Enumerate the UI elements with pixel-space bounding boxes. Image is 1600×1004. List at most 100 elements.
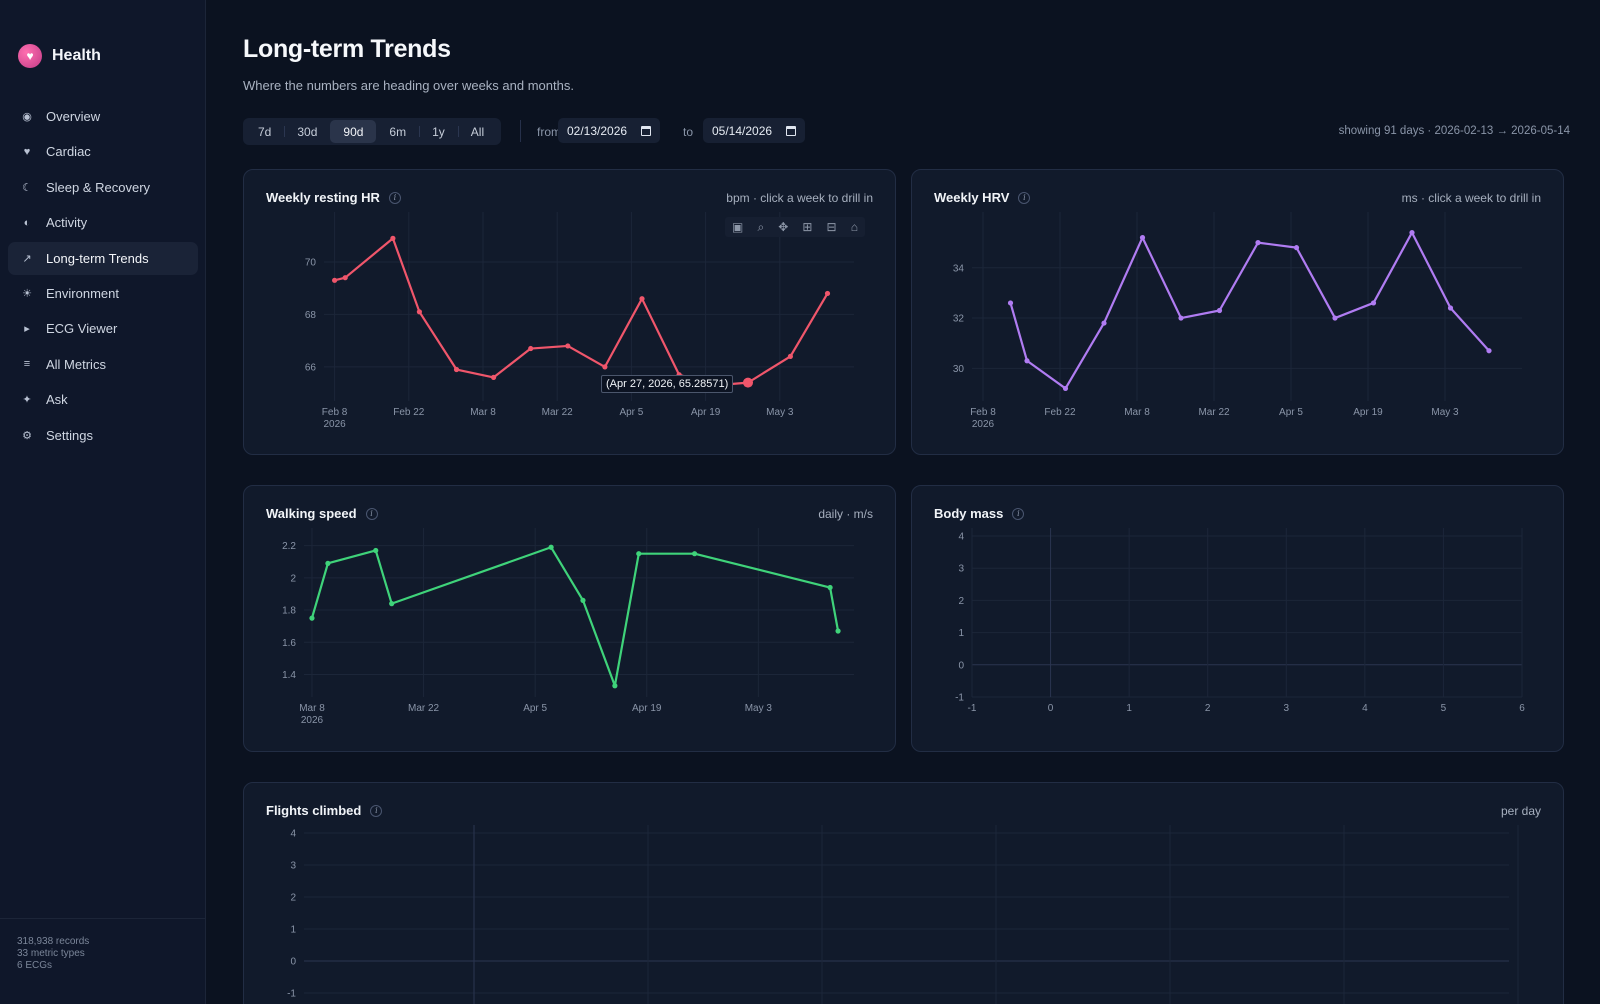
sidebar-item-environment[interactable]: ☀ Environment	[8, 277, 198, 310]
zoom-in-icon[interactable]: ⊞	[802, 220, 813, 234]
range-button-90d[interactable]: 90d	[330, 120, 377, 143]
info-icon[interactable]: i	[365, 507, 378, 520]
sidebar-item-long-term-trends[interactable]: ↗ Long-term Trends	[8, 241, 198, 275]
data-point[interactable]	[691, 551, 698, 557]
range-button-30d[interactable]: 30d	[284, 120, 330, 143]
data-point[interactable]	[416, 309, 422, 315]
data-point[interactable]	[1101, 320, 1107, 326]
home-icon[interactable]: ⌂	[850, 220, 858, 234]
zoom-icon[interactable]: ⌕	[757, 219, 765, 234]
data-point[interactable]	[1409, 229, 1415, 236]
zoom-out-icon[interactable]: ⊟	[826, 220, 837, 234]
x-tick-label: May 3	[745, 703, 773, 714]
sidebar-item-cardiac[interactable]: ♥ Cardiac	[8, 135, 198, 168]
metric-types-count: 33 metric types	[17, 948, 85, 959]
data-point[interactable]	[602, 364, 608, 370]
sidebar-item-label: Ask	[46, 392, 68, 408]
data-point[interactable]	[787, 353, 794, 360]
data-point[interactable]	[835, 628, 841, 634]
filter-divider	[520, 120, 521, 142]
calendar-icon[interactable]	[786, 125, 796, 136]
data-point[interactable]	[1024, 358, 1030, 364]
brand[interactable]: ♥ Health	[18, 44, 101, 68]
data-point[interactable]	[389, 601, 395, 607]
y-tick-label: 1.8	[282, 606, 296, 617]
data-point[interactable]	[309, 615, 315, 621]
y-tick-label: 2	[290, 893, 296, 904]
info-icon[interactable]: i	[1012, 507, 1025, 520]
info-icon[interactable]: i	[1018, 191, 1031, 204]
info-icon[interactable]: i	[370, 804, 383, 817]
y-tick-label: 66	[305, 362, 317, 373]
sidebar-item-overview[interactable]: ◉ Overview	[8, 100, 198, 133]
from-date-input[interactable]: 02/13/2026	[558, 118, 660, 143]
range-button-6m[interactable]: 6m	[389, 124, 407, 139]
data-point[interactable]	[1139, 234, 1146, 241]
data-point[interactable]	[1255, 240, 1261, 246]
x-tick-label: Apr 19	[691, 407, 721, 418]
data-point[interactable]	[548, 544, 554, 550]
data-point[interactable]	[390, 235, 396, 241]
data-point[interactable]	[580, 597, 586, 603]
data-point[interactable]	[1178, 315, 1184, 321]
data-point[interactable]	[453, 366, 460, 373]
data-point[interactable]	[373, 547, 379, 554]
y-tick-label: 2	[290, 573, 296, 584]
data-point[interactable]	[612, 683, 618, 689]
flights-climbed-chart[interactable]: -1 0 1 2 3 4	[244, 783, 1565, 1004]
hrv-title: Weekly HRV	[934, 190, 1010, 205]
range-button-all[interactable]: All	[457, 120, 497, 143]
pan-icon[interactable]: ✥	[778, 220, 789, 234]
data-point[interactable]	[1447, 305, 1454, 311]
data-point[interactable]	[528, 345, 534, 352]
sidebar-item-all-metrics[interactable]: ≡ All Metrics	[8, 348, 198, 381]
data-point[interactable]	[1062, 385, 1069, 392]
range-selector: 7d 30d 90d 6m 1y All	[243, 118, 501, 145]
data-point[interactable]	[827, 584, 833, 591]
data-point[interactable]	[332, 277, 338, 283]
y-tick-label: 1.4	[282, 670, 296, 681]
data-point[interactable]	[1332, 315, 1338, 321]
data-point[interactable]	[1293, 245, 1300, 251]
data-point[interactable]	[565, 343, 571, 349]
data-point[interactable]	[1007, 300, 1014, 306]
x-tick-label: Feb 22	[393, 407, 425, 418]
grid	[971, 528, 1523, 698]
calendar-icon[interactable]	[641, 125, 651, 136]
range-button-7d[interactable]: 7d	[258, 124, 272, 139]
body-mass-chart[interactable]: -1 0 1 2 3 4 -1 0 1 2 3 4 5 6	[912, 486, 1565, 753]
data-point[interactable]	[1370, 300, 1377, 306]
to-date-input[interactable]: 05/14/2026	[703, 118, 805, 143]
data-point[interactable]	[1486, 348, 1492, 354]
sidebar-item-label: Overview	[46, 109, 101, 124]
sidebar-item-sleep-recovery[interactable]: ☾ Sleep & Recovery	[8, 171, 198, 204]
sidebar-item-settings[interactable]: ⚙ Settings	[8, 419, 198, 452]
x-tick-label: 4	[1362, 703, 1368, 714]
sidebar-item-activity[interactable]: ◐ Activity	[8, 206, 198, 239]
data-point[interactable]	[325, 560, 331, 566]
x-tick-label: 6	[1519, 703, 1525, 714]
data-point[interactable]	[491, 374, 497, 380]
data-point[interactable]	[824, 290, 831, 297]
sidebar-item-ask[interactable]: ✦ Ask	[8, 383, 198, 416]
x-tick-label: Apr 19	[632, 703, 662, 714]
data-point[interactable]	[639, 296, 645, 302]
data-point[interactable]	[636, 551, 642, 557]
x-tick-label: Feb 8	[970, 407, 996, 418]
x-tick-label: Feb 22	[1044, 407, 1076, 418]
range-button-1y[interactable]: 1y	[419, 120, 458, 143]
card-title: Flights climbed i	[266, 803, 383, 818]
sidebar-item-ecg-viewer[interactable]: ▸ ECG Viewer	[8, 312, 198, 345]
camera-icon[interactable]: ▣	[732, 220, 744, 234]
highlighted-data-point[interactable]	[743, 377, 753, 388]
sidebar-item-label: Sleep & Recovery	[46, 179, 151, 195]
data-point[interactable]	[342, 275, 348, 281]
main-content: Long-term Trends Where the numbers are h…	[206, 0, 1600, 1004]
x-tick-label: May 3	[766, 407, 794, 418]
x-tick-label: Mar 22	[1198, 407, 1230, 418]
data-point[interactable]	[1216, 307, 1223, 314]
info-icon[interactable]: i	[388, 191, 401, 204]
